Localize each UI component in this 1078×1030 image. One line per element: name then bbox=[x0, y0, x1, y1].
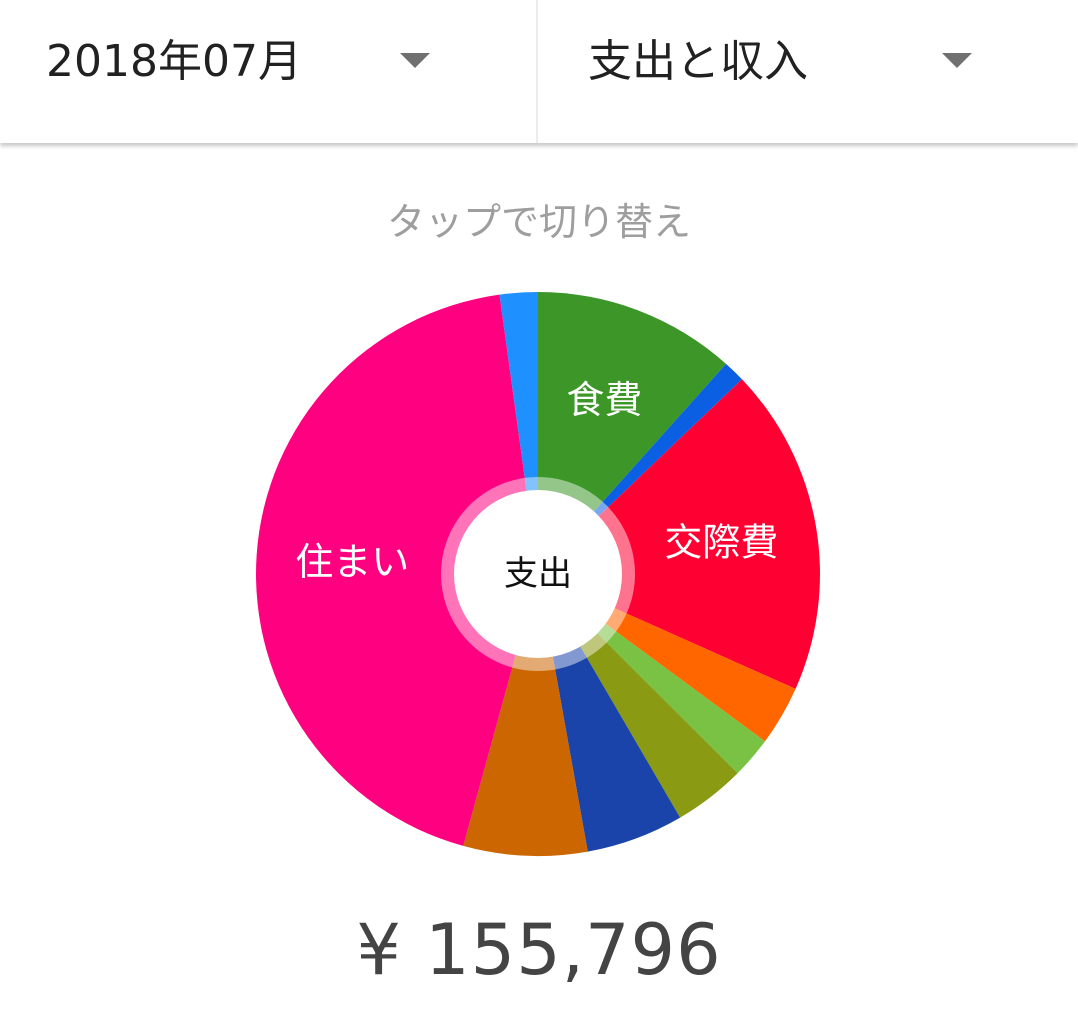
center-hole[interactable] bbox=[454, 490, 622, 658]
month-dropdown[interactable]: 2018年07月 bbox=[0, 0, 538, 143]
chevron-down-icon bbox=[942, 53, 972, 68]
pie-slice-0[interactable] bbox=[538, 292, 727, 574]
top-toolbar: 2018年07月 支出と収入 bbox=[0, 0, 1078, 143]
tap-to-switch-hint: タップで切り替え bbox=[386, 200, 691, 244]
pie-slice-7[interactable] bbox=[463, 574, 588, 856]
total-amount: ¥ 155,796 bbox=[356, 909, 722, 991]
pie-slice-2[interactable] bbox=[538, 379, 820, 689]
type-dropdown-label: 支出と収入 bbox=[588, 36, 808, 87]
slice-label-8: 住まい bbox=[295, 540, 409, 584]
center-label: 支出 bbox=[504, 554, 572, 594]
slice-label-0: 食費 bbox=[566, 378, 642, 422]
type-dropdown[interactable]: 支出と収入 bbox=[538, 0, 1078, 143]
month-dropdown-label: 2018年07月 bbox=[46, 36, 302, 87]
slice-label-2: 交際費 bbox=[664, 520, 778, 564]
chevron-down-icon bbox=[400, 53, 430, 68]
pie-slice-8[interactable] bbox=[255, 294, 538, 846]
